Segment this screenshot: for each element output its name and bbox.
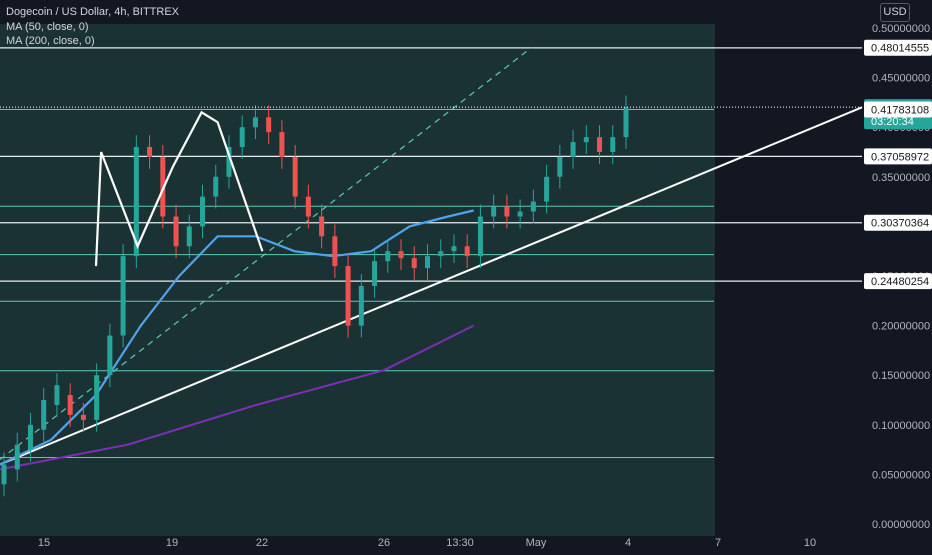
candle-body — [358, 285, 364, 326]
candle-body — [544, 176, 550, 202]
x-tick-label: 15 — [38, 537, 50, 549]
candle-body — [14, 444, 20, 470]
price-label-box — [864, 273, 932, 290]
candle-body — [610, 137, 616, 152]
candle-body — [398, 251, 404, 259]
candle-body — [173, 216, 179, 247]
candle-body — [147, 147, 153, 157]
candle-body — [464, 246, 470, 257]
candle-body — [292, 156, 298, 197]
candle-body — [438, 251, 444, 257]
candle-body — [1, 464, 7, 485]
candle-body — [266, 117, 272, 133]
currency-button[interactable]: USD — [880, 3, 910, 22]
price-label: 0.24480254 — [871, 276, 929, 288]
ma200-line — [0, 324, 475, 471]
x-tick-label: 7 — [715, 537, 721, 549]
shaded-range — [0, 24, 714, 536]
candle-body — [517, 211, 523, 217]
ma50-legend: MA (50, close, 0) — [6, 20, 89, 33]
y-tick-label: 0.00000000 — [872, 519, 930, 531]
candle-body — [477, 216, 483, 257]
candle-body — [597, 137, 603, 152]
candle-body — [27, 424, 33, 450]
pattern-drawing — [94, 110, 264, 267]
candle-body — [67, 395, 73, 415]
candle-body — [530, 201, 536, 212]
y-tick-label: 0.15000000 — [872, 370, 930, 382]
candle-body — [94, 375, 100, 420]
y-tick-label: 0.20000000 — [872, 321, 930, 333]
countdown-label: 03:20:34 — [871, 116, 914, 128]
candle-body — [583, 137, 589, 143]
x-tick-label: May — [526, 537, 547, 549]
x-tick-label: 10 — [804, 537, 816, 549]
y-tick-label: 0.50000000 — [872, 23, 930, 35]
y-tick-label: 0.05000000 — [872, 469, 930, 481]
x-tick-label: 13:30 — [446, 537, 474, 549]
candle-body — [332, 236, 338, 267]
candle-body — [345, 266, 351, 326]
symbol-title: Dogecoin / US Dollar, 4h, BITTREX — [6, 6, 180, 18]
candle-body — [239, 127, 245, 148]
candle-body — [424, 256, 430, 269]
candle-body — [557, 156, 563, 177]
y-tick-label: 0.45000000 — [872, 73, 930, 85]
candle-body — [491, 206, 497, 217]
candle-body — [623, 107, 629, 138]
x-tick-label: 26 — [378, 537, 390, 549]
candle-body — [385, 251, 391, 262]
candle-body — [504, 206, 510, 217]
candle-body — [252, 117, 258, 128]
x-tick-label: 4 — [625, 537, 631, 549]
x-tick-label: 22 — [256, 537, 268, 549]
x-tick-label: 19 — [166, 537, 178, 549]
y-tick-label: 0.10000000 — [872, 420, 930, 432]
candle-body — [133, 147, 139, 257]
candle-body — [107, 335, 113, 376]
candle-body — [319, 216, 325, 237]
price-label-box — [864, 148, 932, 165]
trendline — [0, 106, 863, 466]
candle-body — [186, 226, 192, 247]
candle-body — [226, 147, 232, 177]
price-label-box — [864, 214, 932, 231]
y-tick-label: 0.35000000 — [872, 172, 930, 184]
candle-body — [213, 176, 219, 197]
candle-body — [372, 261, 378, 286]
candle-body — [451, 246, 457, 252]
candle-body — [570, 142, 576, 157]
chart-legend: Dogecoin / US Dollar, 4h, BITTREX MA (50… — [6, 5, 179, 49]
candle-body — [200, 196, 206, 227]
candle-body — [80, 414, 86, 420]
candle-body — [41, 400, 47, 430]
candle-body — [54, 385, 60, 405]
price-label-box — [864, 101, 932, 118]
price-label: 0.41783108 — [871, 105, 929, 117]
candle-body — [279, 132, 285, 157]
price-label: 0.37058972 — [871, 151, 929, 163]
candle-body — [411, 258, 417, 269]
candle-body — [305, 196, 311, 217]
ma200-legend: MA (200, close, 0) — [6, 35, 95, 47]
candle-body — [120, 256, 126, 336]
price-label: 0.48014555 — [871, 43, 929, 55]
price-label: 0.30370364 — [871, 218, 929, 230]
price-label-box — [864, 39, 932, 56]
dashed-channel-line — [0, 47, 532, 460]
